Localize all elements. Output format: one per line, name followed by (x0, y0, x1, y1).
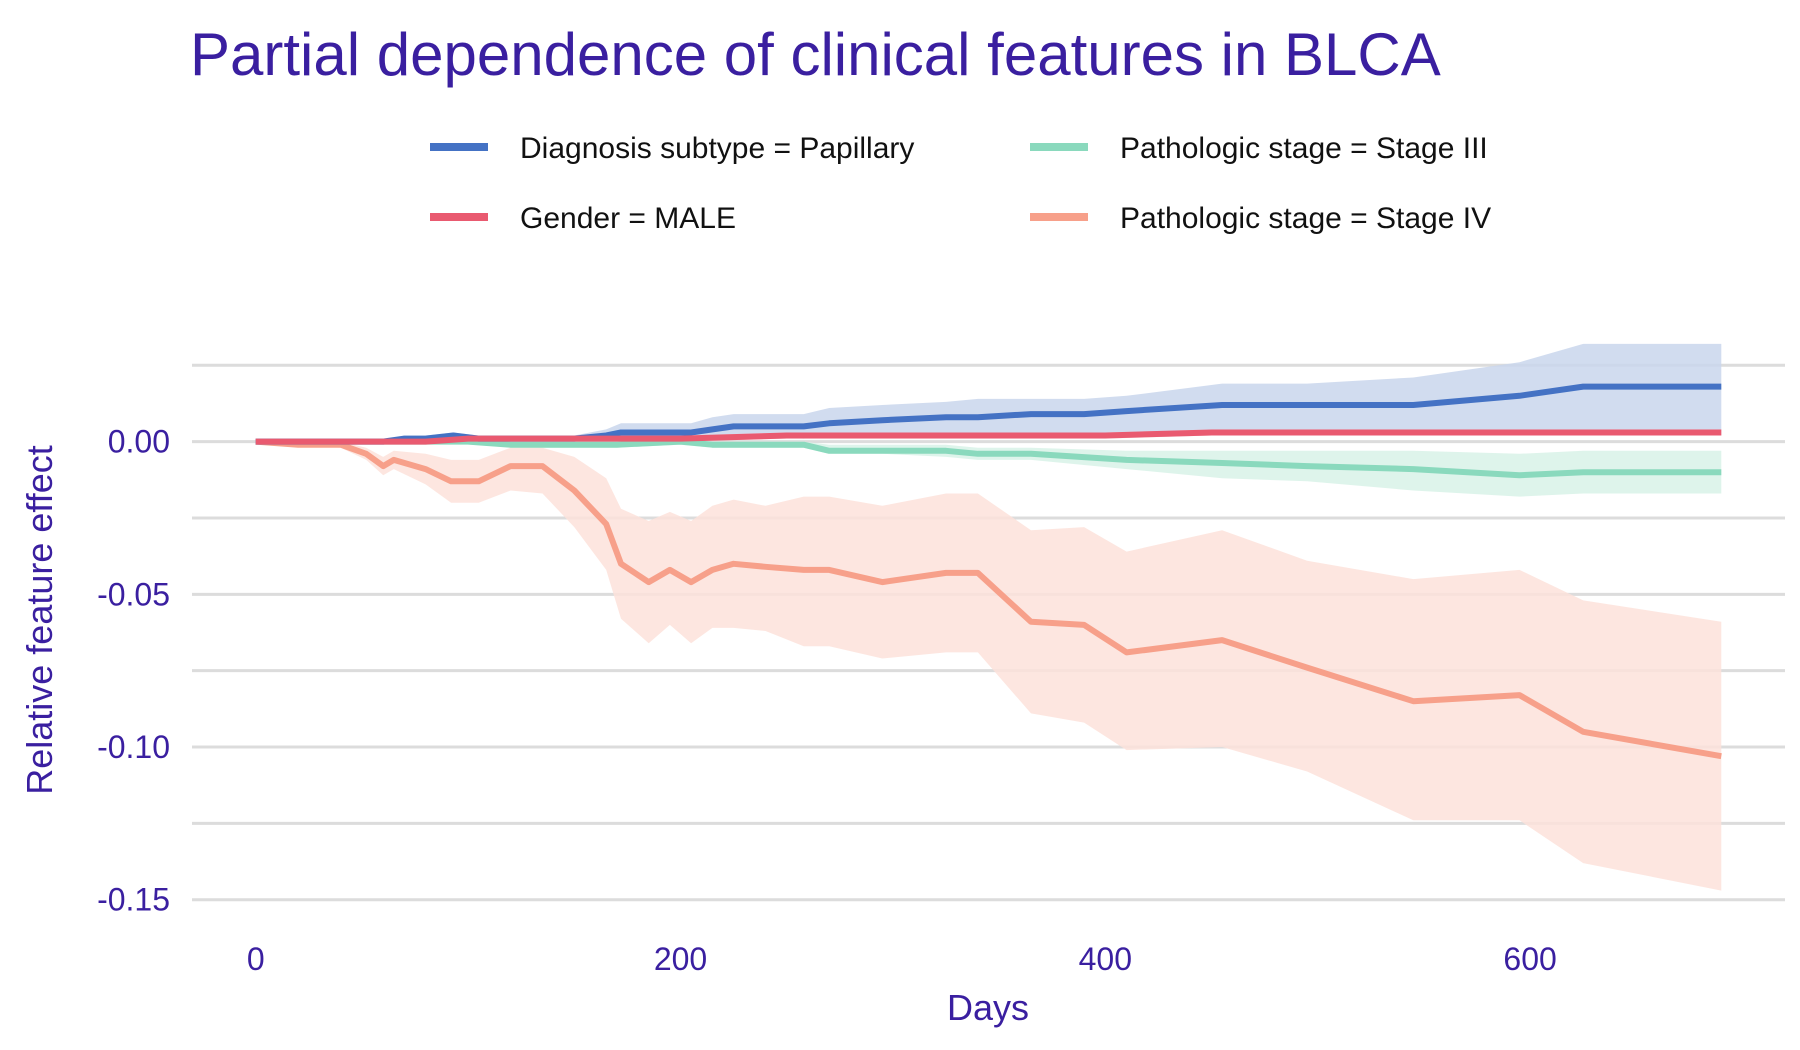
legend-label: Diagnosis subtype = Papillary (520, 132, 914, 165)
series-line-3 (255, 438, 1722, 760)
series-line-0 (255, 383, 1722, 445)
confidence-bands (255, 343, 1722, 891)
legend-item: Pathologic stage = Stage IV (1030, 202, 1491, 235)
legend-label: Pathologic stage = Stage III (1120, 132, 1488, 165)
confidence-band-0 (255, 343, 1722, 442)
series-line-1 (255, 429, 1722, 445)
y-axis-title: Relative feature effect (19, 445, 60, 795)
legend-item: Pathologic stage = Stage III (1030, 132, 1488, 165)
confidence-band-3 (255, 441, 1722, 891)
x-tick-label: 200 (654, 941, 707, 977)
legend: Diagnosis subtype = Papillary Gender = MA… (430, 132, 1491, 235)
confidence-band-2 (255, 438, 1722, 497)
y-axis-ticks: 0.00 -0.05 -0.10 -0.15 (97, 424, 170, 918)
y-tick-label: -0.05 (97, 576, 170, 612)
legend-item: Diagnosis subtype = Papillary (430, 132, 914, 165)
legend-item: Gender = MALE (430, 202, 736, 235)
x-axis-ticks: 0 200 400 600 (247, 941, 1557, 977)
series-lines (255, 383, 1722, 760)
x-axis-title: Days (947, 987, 1029, 1028)
y-tick-label: 0.00 (108, 424, 170, 460)
y-tick-label: -0.15 (97, 882, 170, 918)
legend-label: Pathologic stage = Stage IV (1120, 202, 1491, 235)
y-tick-label: -0.10 (97, 729, 170, 765)
chart-title: Partial dependence of clinical features … (190, 21, 1441, 88)
x-tick-label: 400 (1079, 941, 1132, 977)
legend-label: Gender = MALE (520, 202, 736, 235)
x-tick-label: 600 (1503, 941, 1556, 977)
x-tick-label: 0 (247, 941, 265, 977)
